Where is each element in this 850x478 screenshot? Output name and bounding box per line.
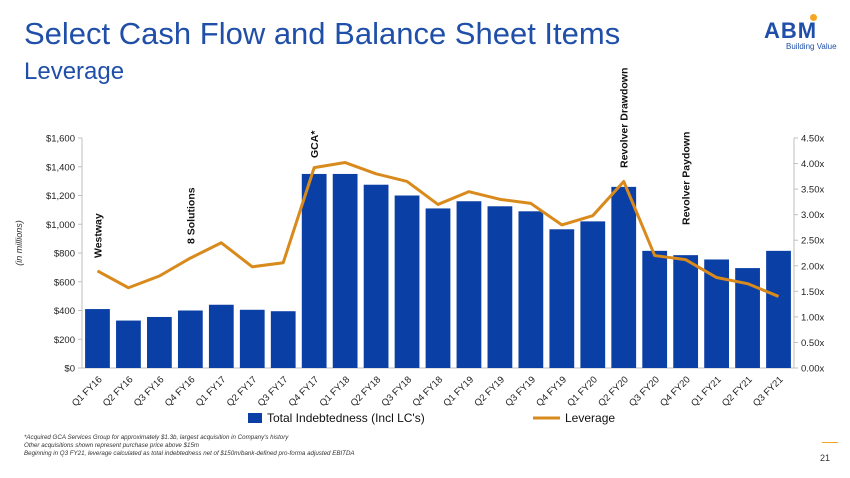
x-tick-label: Q3 FY16 xyxy=(132,374,167,409)
right-tick-label: 3.50x xyxy=(801,185,824,196)
bar-total-indebtedness xyxy=(177,310,203,368)
bar-total-indebtedness xyxy=(425,208,451,368)
event-annotation: Revolver Paydown xyxy=(681,132,693,225)
bar-total-indebtedness xyxy=(116,320,141,368)
page-title: Select Cash Flow and Balance Sheet Items xyxy=(24,16,621,51)
x-tick-label: Q3 FY19 xyxy=(503,374,538,409)
x-tick-label: Q1 FY16 xyxy=(70,374,105,409)
bar-total-indebtedness xyxy=(270,311,296,368)
footnotes: *Acquired GCA Services Group for approxi… xyxy=(24,434,355,458)
bar-total-indebtedness xyxy=(208,304,234,368)
x-tick-label: Q3 FY20 xyxy=(627,374,662,409)
x-tick-label: Q2 FY17 xyxy=(225,374,260,409)
x-tick-label: Q4 FY20 xyxy=(658,374,693,409)
bar-total-indebtedness xyxy=(147,316,172,368)
left-tick-label: $200 xyxy=(54,335,75,346)
x-tick-label: Q3 FY21 xyxy=(751,374,786,409)
left-tick-label: $1,600 xyxy=(46,134,75,145)
event-annotation: 8 Solutions xyxy=(185,187,197,244)
bar-total-indebtedness xyxy=(456,201,482,368)
right-tick-label: 0.00x xyxy=(801,364,824,375)
footnote-3: Beginning in Q3 FY21, leverage calculate… xyxy=(24,450,355,457)
x-tick-label: Q2 FY20 xyxy=(596,374,631,409)
bar-total-indebtedness xyxy=(394,195,420,368)
left-tick-label: $0 xyxy=(64,364,75,375)
bar-total-indebtedness xyxy=(642,250,668,368)
bar-total-indebtedness xyxy=(332,173,358,368)
bar-total-indebtedness xyxy=(487,206,513,368)
bar-total-indebtedness xyxy=(611,186,637,368)
right-tick-label: 3.00x xyxy=(801,210,824,221)
right-tick-label: 2.00x xyxy=(801,261,824,272)
x-tick-label: Q4 FY19 xyxy=(534,374,569,409)
right-tick-label: 2.50x xyxy=(801,236,824,247)
bar-total-indebtedness xyxy=(85,309,110,368)
page-subtitle: Leverage xyxy=(24,58,125,85)
event-annotation: Revolver Drawdown xyxy=(619,68,631,168)
x-tick-label: Q4 FY18 xyxy=(410,374,445,409)
footnote-2: Other acquisitions shown represent purch… xyxy=(24,442,200,449)
y-axis-label: (in millions) xyxy=(14,220,24,266)
x-tick-label: Q1 FY21 xyxy=(689,374,724,409)
legend-swatch-indebtedness xyxy=(248,413,262,423)
x-tick-label: Q1 FY19 xyxy=(441,374,476,409)
event-annotation: Westway xyxy=(92,213,104,258)
footnote-1: *Acquired GCA Services Group for approxi… xyxy=(24,434,289,441)
x-tick-label: Q2 FY21 xyxy=(720,374,755,409)
bar-total-indebtedness xyxy=(580,221,606,368)
right-tick-label: 4.00x xyxy=(801,159,824,170)
x-tick-label: Q2 FY18 xyxy=(349,374,384,409)
bar-total-indebtedness xyxy=(363,184,389,368)
x-tick-label: Q1 FY17 xyxy=(194,374,229,409)
x-tick-label: Q1 FY18 xyxy=(318,374,353,409)
right-tick-label: 1.00x xyxy=(801,312,824,323)
logo-tagline: Building Value xyxy=(786,42,837,51)
logo-dot-icon xyxy=(810,14,817,21)
x-tick-label: Q3 FY17 xyxy=(256,374,291,409)
x-tick-label: Q1 FY20 xyxy=(565,374,600,409)
left-tick-label: $800 xyxy=(54,249,75,260)
left-tick-label: $1,200 xyxy=(46,191,75,202)
legend-label-leverage: Leverage xyxy=(565,411,615,425)
x-tick-label: Q2 FY16 xyxy=(101,374,136,409)
x-tick-label: Q2 FY19 xyxy=(472,374,507,409)
x-tick-label: Q4 FY16 xyxy=(163,374,198,409)
right-tick-label: 0.50x xyxy=(801,338,824,349)
page-number-divider xyxy=(822,442,838,443)
left-tick-label: $1,000 xyxy=(46,220,75,231)
abm-logo: ABM Building Value xyxy=(764,14,837,54)
left-tick-label: $1,400 xyxy=(46,162,75,173)
page-number: 21 xyxy=(820,453,831,463)
right-tick-label: 1.50x xyxy=(801,287,824,298)
bar-total-indebtedness xyxy=(301,173,327,368)
bar-total-indebtedness xyxy=(673,255,699,368)
bar-total-indebtedness xyxy=(704,259,729,368)
legend-label-indebtedness: Total Indebtedness (Incl LC's) xyxy=(267,411,425,425)
x-tick-label: Q3 FY18 xyxy=(379,374,414,409)
left-tick-label: $600 xyxy=(54,277,75,288)
left-tick-label: $400 xyxy=(54,306,75,317)
right-tick-label: 4.50x xyxy=(801,134,824,145)
event-annotation: GCA* xyxy=(309,130,321,158)
logo-text: ABM xyxy=(764,18,818,43)
x-tick-label: Q4 FY17 xyxy=(287,374,322,409)
bar-total-indebtedness xyxy=(549,229,575,368)
bar-total-indebtedness xyxy=(239,309,265,368)
bar-total-indebtedness xyxy=(766,250,791,368)
bar-total-indebtedness xyxy=(518,211,544,368)
